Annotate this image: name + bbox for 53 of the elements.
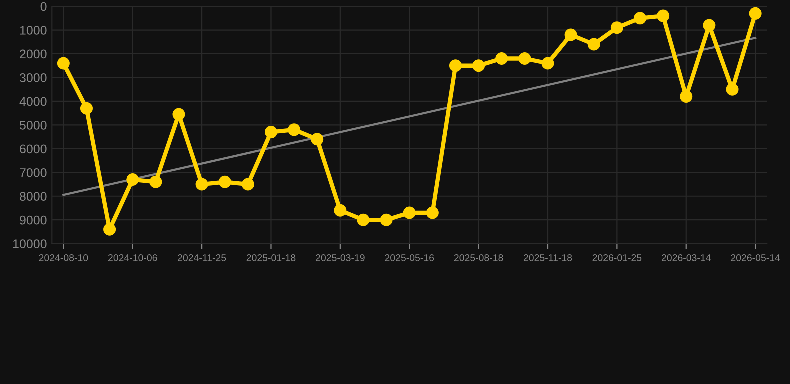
point <box>264 126 278 139</box>
point <box>680 90 693 103</box>
point <box>288 124 301 136</box>
point <box>104 223 116 236</box>
point <box>196 178 208 191</box>
y-tick-label: 2000 <box>20 50 47 59</box>
point <box>610 22 624 34</box>
point <box>218 176 232 188</box>
point <box>657 10 670 22</box>
point <box>403 206 416 220</box>
point <box>126 174 140 186</box>
point <box>334 204 347 217</box>
point <box>357 214 370 226</box>
x-tick-label: 2024-08-10 <box>39 254 88 262</box>
point <box>518 52 532 65</box>
point <box>726 83 739 96</box>
x-tick-label: 2024-11-25 <box>178 254 226 262</box>
point <box>496 52 508 65</box>
point <box>542 57 554 70</box>
point <box>564 28 578 42</box>
x-tick-label: 2026-03-14 <box>662 254 711 262</box>
point <box>172 108 186 121</box>
y-tick-label: 6000 <box>20 144 47 154</box>
point <box>80 102 93 115</box>
y-tick-label: 3000 <box>20 74 47 82</box>
point <box>426 206 439 220</box>
y-tick-label: 10000 <box>13 240 47 248</box>
y-tick-label: 5000 <box>20 120 47 130</box>
point <box>150 176 162 188</box>
point <box>57 57 70 70</box>
y-tick-label: 9000 <box>20 216 47 225</box>
point <box>311 133 324 146</box>
x-tick-label: 2025-05-16 <box>385 254 434 262</box>
point <box>472 60 486 72</box>
point <box>242 178 254 191</box>
x-tick-label: 2025-01-18 <box>246 254 296 262</box>
x-tick-label: 2026-01-25 <box>592 254 642 262</box>
y-tick-label: 7000 <box>20 168 47 178</box>
y-tick-label: 8000 <box>20 192 47 202</box>
x-tick-label: 2026-05-14 <box>731 254 780 262</box>
x-tick-label: 2025-11-18 <box>524 254 572 262</box>
x-tick-label: 2025-08-18 <box>454 254 504 262</box>
point <box>380 214 393 226</box>
y-tick-label: 1000 <box>20 26 47 35</box>
point <box>749 7 762 20</box>
x-tick-label: 2024-10-06 <box>108 254 158 262</box>
point <box>703 19 716 32</box>
point <box>588 38 600 51</box>
point <box>634 12 646 25</box>
y-tick-label: 0 <box>40 2 47 12</box>
x-tick-label: 2025-03-19 <box>316 254 365 262</box>
point <box>449 60 462 72</box>
y-tick-label: 4000 <box>20 97 47 106</box>
